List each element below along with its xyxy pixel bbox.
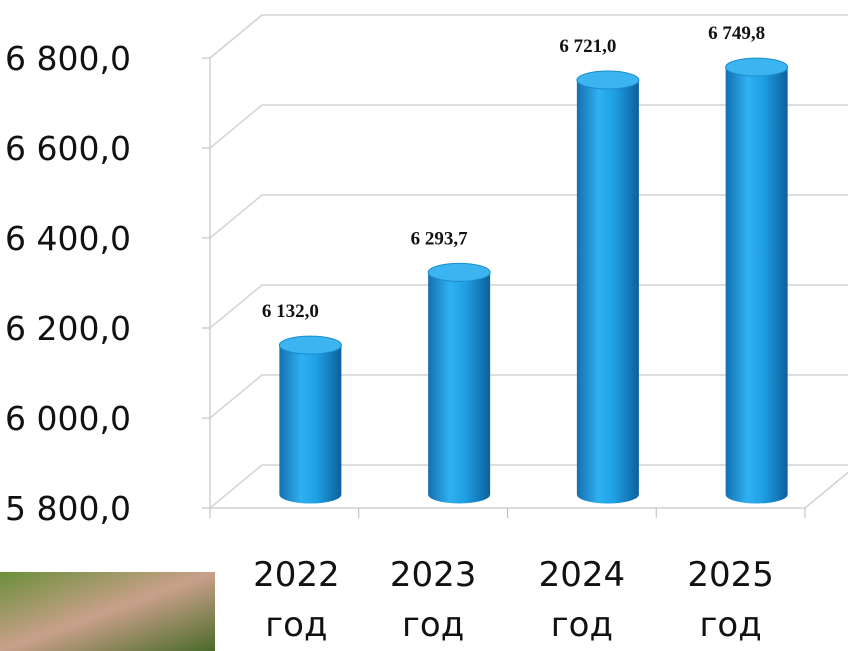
bar-top: [427, 262, 491, 282]
x-tick-label: 2022 год: [253, 555, 340, 645]
cylinder: [725, 57, 789, 504]
grid-line: [209, 374, 848, 419]
value-label: 6 293,7: [411, 228, 469, 249]
grid-line: [209, 14, 848, 59]
photo: [0, 572, 215, 651]
grid-line: [209, 104, 848, 149]
cylinder: [427, 262, 491, 504]
bar: [576, 80, 639, 504]
x-tick-label: 2023 год: [389, 555, 477, 645]
grid-line: [209, 284, 848, 329]
cylinder: [278, 335, 342, 504]
y-tick-label: 6 600,0: [5, 129, 131, 168]
bar: [428, 272, 491, 504]
bar: [279, 345, 342, 504]
y-tick-label: 6 200,0: [5, 309, 131, 348]
y-tick-label: 5 800,0: [5, 489, 131, 528]
bar-top: [725, 57, 789, 77]
y-tick-label: 6 400,0: [5, 219, 131, 258]
bar-top: [278, 335, 342, 355]
x-tick-label: 2024 год: [538, 555, 626, 645]
bar-top: [576, 70, 640, 90]
y-tick-label: 6 800,0: [5, 39, 131, 78]
grid-line: [209, 464, 848, 509]
value-label: 6 749,8: [708, 23, 765, 44]
bar: [725, 67, 788, 504]
grid-line: [209, 194, 848, 239]
axis-wall: [209, 14, 263, 508]
x-tick-label: 2025 год: [687, 555, 774, 645]
value-label: 6 721,0: [559, 36, 616, 57]
y-tick-label: 6 000,0: [5, 399, 131, 438]
value-label: 6 132,0: [262, 301, 319, 322]
cylinder: [576, 70, 640, 504]
